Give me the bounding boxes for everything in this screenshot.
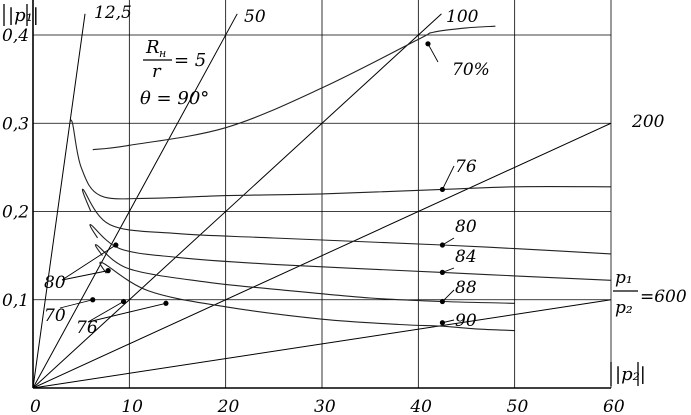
contour-label-76: 76 bbox=[455, 157, 477, 177]
marked-point-3 bbox=[439, 269, 446, 275]
leader-line-1 bbox=[442, 165, 455, 190]
ratio-line-100 bbox=[32, 13, 442, 389]
efficiency-contours bbox=[69, 25, 612, 332]
x-tick-label-30: 30 bbox=[314, 397, 336, 415]
marked-point-0 bbox=[425, 41, 431, 47]
ratio-label-50: 50 bbox=[244, 7, 266, 27]
marked-point-10 bbox=[163, 300, 169, 306]
x-tick-label-60: 60 bbox=[603, 397, 625, 415]
contour-label-84: 84 bbox=[455, 247, 477, 267]
left-label-80: 80 bbox=[44, 273, 66, 293]
leader-line-8 bbox=[59, 299, 93, 309]
svg-text:R: R bbox=[145, 37, 160, 58]
y-tick-label-0.4: 0,4 bbox=[2, 26, 29, 46]
y-axis-label: |p₁| bbox=[3, 4, 39, 26]
ratio-annotation: R н r = 5 θ = 90° bbox=[140, 37, 209, 109]
leader-line-10 bbox=[87, 302, 167, 323]
tick-labels: 0 10 20 30 40 50 60 0,1 0,2 0,3 0,4 bbox=[2, 26, 625, 415]
marked-point-1 bbox=[439, 186, 446, 193]
svg-text:r: r bbox=[152, 61, 162, 82]
contour-label-90: 90 bbox=[455, 311, 477, 331]
annotation-subscript: н bbox=[159, 47, 166, 60]
ratio-600-value: =600 bbox=[640, 287, 687, 307]
contour-88 bbox=[94, 244, 515, 304]
ratio-label-12-5: 12,5 bbox=[94, 3, 132, 23]
ratio-600-denominator: p₂ bbox=[615, 298, 633, 318]
contour-84 bbox=[89, 224, 612, 281]
y-tick-label-0.1: 0,1 bbox=[2, 291, 29, 311]
contour-80 bbox=[81, 188, 612, 255]
contour-70 bbox=[92, 25, 496, 151]
ratio-line-50 bbox=[32, 13, 238, 389]
x-axis-label: |p₂| bbox=[610, 362, 646, 386]
ratio-label-600: p₁ p₂ =600 bbox=[613, 268, 687, 318]
ratio-line-200 bbox=[32, 122, 612, 389]
x-tick-label-20: 20 bbox=[217, 397, 240, 415]
marked-point-5 bbox=[439, 320, 446, 326]
ratio-line-12-5 bbox=[32, 13, 86, 389]
annotation-angle: θ = 90° bbox=[140, 88, 209, 109]
x-tick-label-10: 10 bbox=[121, 397, 143, 415]
marked-point-7 bbox=[105, 268, 111, 274]
marked-points bbox=[90, 41, 446, 326]
marked-point-4 bbox=[439, 298, 446, 305]
leader-line-0 bbox=[427, 43, 439, 63]
contour-76 bbox=[69, 119, 612, 200]
left-label-76: 76 bbox=[76, 318, 98, 338]
annotation-ratio-value: = 5 bbox=[174, 50, 206, 71]
x-axis-label-text: |p₂| bbox=[615, 364, 646, 385]
ratio-label-200: 200 bbox=[631, 112, 665, 132]
ratio-label-100: 100 bbox=[446, 7, 479, 27]
marked-point-6 bbox=[113, 242, 119, 248]
marked-point-9 bbox=[120, 298, 127, 305]
contour-label-80: 80 bbox=[455, 217, 477, 237]
leader-line-9 bbox=[87, 301, 124, 323]
x-tick-label-0: 0 bbox=[30, 397, 41, 415]
leader-line-4 bbox=[442, 289, 455, 302]
marked-point-8 bbox=[90, 297, 96, 303]
contour-label-70: 70% bbox=[452, 60, 490, 80]
ratio-line-600 bbox=[32, 299, 612, 389]
ratio-600-numerator: p₁ bbox=[615, 268, 633, 288]
y-tick-label-0.3: 0,3 bbox=[2, 114, 29, 134]
marked-point-2 bbox=[439, 242, 446, 248]
label-leader-lines bbox=[59, 43, 455, 324]
leader-line-6 bbox=[61, 244, 117, 281]
x-tick-label-50: 50 bbox=[507, 397, 529, 415]
contour-label-88: 88 bbox=[455, 278, 477, 298]
ratio-lines bbox=[32, 13, 612, 389]
left-label-70: 70 bbox=[44, 306, 66, 326]
contour-90 bbox=[99, 261, 515, 332]
y-tick-label-0.2: 0,2 bbox=[2, 203, 29, 223]
x-tick-label-40: 40 bbox=[409, 397, 432, 415]
leader-line-7 bbox=[61, 270, 109, 281]
y-axis-label-text: |p₁| bbox=[8, 5, 39, 26]
